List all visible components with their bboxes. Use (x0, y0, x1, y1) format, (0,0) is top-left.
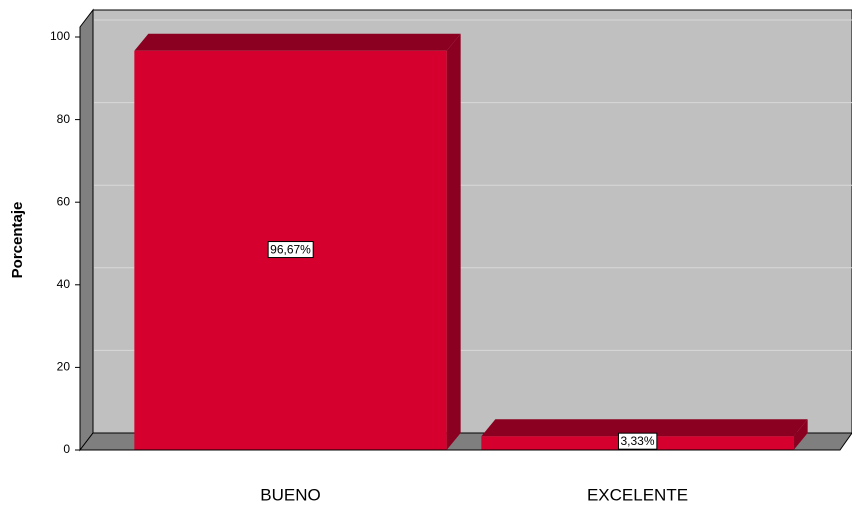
y-tick-label: 20 (57, 360, 71, 374)
bar-side (793, 419, 808, 450)
bar-top (481, 419, 808, 437)
value-label: 3,33% (620, 434, 654, 448)
y-tick-label: 60 (57, 194, 71, 208)
y-tick-label: 100 (50, 29, 70, 43)
y-axis-title: Porcentaje (9, 202, 26, 279)
x-tick-label: BUENO (260, 485, 320, 504)
value-label-box (617, 432, 658, 450)
bars (134, 33, 808, 450)
bar-side (446, 33, 461, 450)
bar-top (134, 33, 461, 51)
y-tick-label: 40 (57, 277, 71, 291)
y-tick-label: 0 (63, 442, 70, 456)
left-wall (79, 8, 94, 452)
x-tick-label: EXCELENTE (587, 485, 688, 504)
y-tick-label: 80 (57, 112, 71, 126)
value-label: 96,67% (270, 243, 311, 257)
value-label-box (267, 241, 314, 259)
